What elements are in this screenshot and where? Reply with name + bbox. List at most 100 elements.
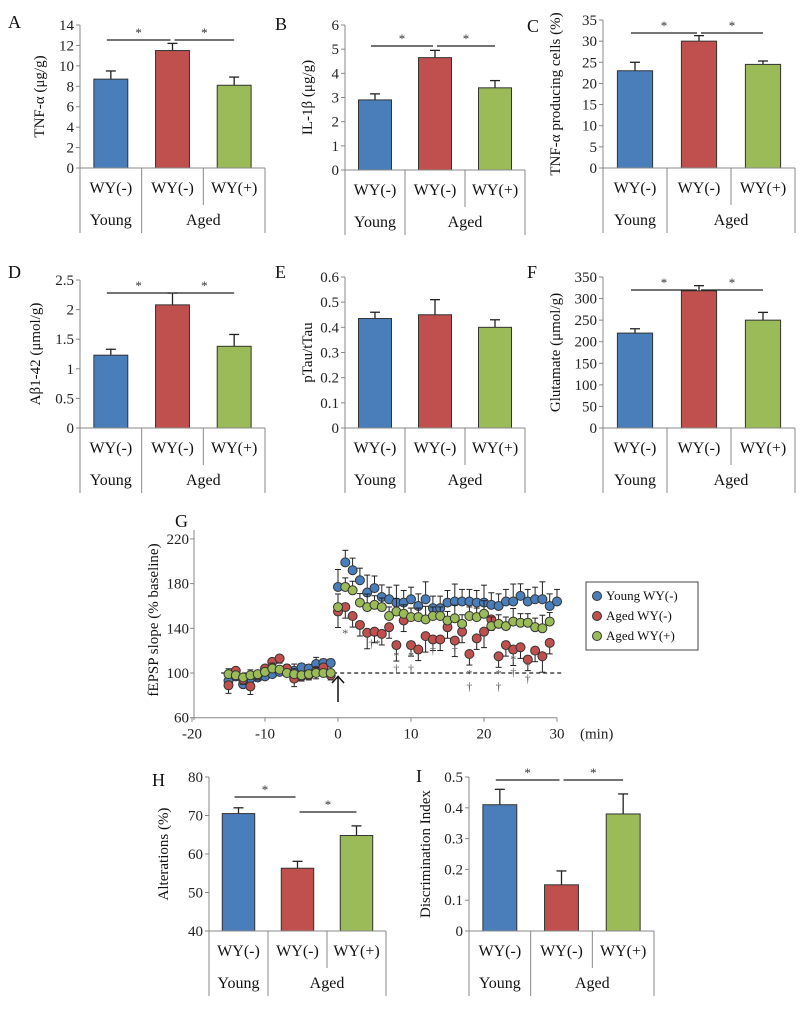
data-point: [537, 651, 548, 662]
significance-marker: *: [135, 278, 142, 293]
y-tick-label: 20: [582, 76, 597, 92]
panel-label: C: [527, 16, 539, 36]
group-label-young: Young: [354, 472, 396, 489]
significance-marker: *: [661, 275, 668, 290]
y-tick-label: 1: [332, 139, 340, 155]
significance-marker: *: [325, 797, 332, 812]
category-label: WY(-): [151, 180, 194, 197]
category-label: WY(-): [614, 180, 657, 197]
legend-marker: [592, 631, 602, 641]
y-tick-label: 14: [59, 18, 75, 34]
bar: [680, 40, 718, 169]
y-tick-label: 2: [332, 115, 340, 131]
y-tick-label: 180: [167, 577, 190, 593]
data-point: [333, 602, 343, 613]
y-tick-label: 35: [582, 13, 597, 29]
bar: [478, 87, 512, 171]
significance-marker: *: [463, 31, 470, 46]
group-label-young: Young: [90, 472, 132, 489]
group-label-aged: Aged: [575, 975, 610, 992]
stimulus-arrow-icon: [331, 675, 345, 703]
y-tick-label: 0.2: [444, 862, 463, 878]
data-point: [376, 628, 387, 639]
y-tick-label: 140: [167, 621, 190, 637]
category-label: WY(+): [333, 943, 379, 960]
category-label: WY(-): [90, 440, 133, 457]
y-tick-label: 0: [67, 161, 75, 177]
data-point: [493, 651, 504, 662]
data-point: [245, 681, 256, 692]
category-label: WY(+): [740, 180, 786, 197]
bar: [216, 345, 252, 429]
y-axis-label: Discrimination Index: [418, 790, 434, 918]
category-label: WY(-): [90, 180, 133, 197]
category-label: WY(+): [472, 182, 518, 199]
significance-marker: *: [201, 25, 208, 40]
y-tick-label: 3: [332, 91, 340, 107]
y-axis-label: Glutamate (μmol/g): [548, 293, 564, 412]
y-tick-label: 5: [590, 140, 598, 156]
panel-label: F: [527, 262, 537, 282]
panel-g: G 60 100 140 180 220 -20 -10 0 10 20 30 (min) fEPSP s…: [146, 511, 699, 743]
group-label-aged: Aged: [186, 472, 221, 489]
y-tick-label: 6: [67, 100, 75, 116]
bar: [616, 332, 654, 429]
legend-box: [585, 581, 699, 651]
panel-h: H Alterations (%) 40 50 60 70 80 * * WY(-) WY(-) WY…: [152, 770, 387, 996]
data-point: [347, 565, 358, 576]
bar: [544, 884, 579, 932]
panel-label: E: [275, 262, 286, 282]
group-label-aged: Aged: [714, 472, 749, 489]
significance-marker: *: [262, 782, 269, 797]
bar: [93, 354, 129, 429]
data-point: [449, 635, 460, 646]
category-label: WY(-): [414, 440, 457, 457]
group-label-young: Young: [614, 212, 656, 229]
significance-marker: *: [729, 275, 736, 290]
significance-marker: *: [510, 652, 516, 666]
category-label: WY(-): [151, 440, 194, 457]
category-label: WY(+): [211, 180, 257, 197]
y-axis-label: Aβ1-42 (μmol/g): [28, 303, 44, 406]
data-point: [544, 616, 555, 627]
y-axis-label: Alterations (%): [156, 808, 172, 901]
bar: [358, 318, 392, 429]
bar: [482, 804, 518, 932]
data-point: [435, 634, 446, 645]
data-point: [420, 594, 431, 605]
data-point: [347, 611, 358, 622]
y-tick-label: 30: [582, 34, 597, 50]
panel-d: D Aβ1-42 (μmol/g) 0 0.5 1 1.5 2 2.5 * * WY(-) WY(-)…: [8, 262, 266, 493]
legend-label: Aged WY(-): [606, 608, 672, 623]
group-label-young: Young: [218, 975, 260, 992]
data-point: [354, 575, 365, 586]
y-tick-label: 4: [332, 66, 340, 82]
data-point: [515, 642, 526, 653]
panel-label: B: [275, 14, 287, 34]
bar: [744, 319, 782, 429]
legend-marker: [592, 591, 602, 601]
bar: [605, 813, 641, 932]
data-point: [500, 640, 511, 651]
y-tick-label: 0.1: [444, 893, 463, 909]
data-point: [406, 594, 416, 605]
bar: [221, 813, 256, 932]
significance-marker: †: [452, 643, 458, 657]
y-tick-label: 0.5: [444, 770, 463, 786]
y-tick-label: 200: [575, 335, 598, 351]
data-point: [493, 600, 504, 611]
significance-marker: *: [408, 649, 414, 663]
data-point: [522, 654, 533, 665]
significance-marker: †: [430, 643, 436, 657]
y-tick-label: 8: [67, 79, 75, 95]
y-tick-label: 100: [575, 378, 598, 394]
category-label: WY(-): [479, 943, 522, 960]
panel-label: A: [8, 12, 21, 32]
y-tick-label: 1.5: [55, 332, 74, 348]
y-tick-label: 50: [582, 399, 597, 415]
y-tick-label: 150: [575, 356, 598, 372]
y-tick-label: 220: [167, 532, 190, 548]
y-tick-label: 0.3: [320, 346, 339, 362]
significance-marker: *: [661, 18, 668, 33]
